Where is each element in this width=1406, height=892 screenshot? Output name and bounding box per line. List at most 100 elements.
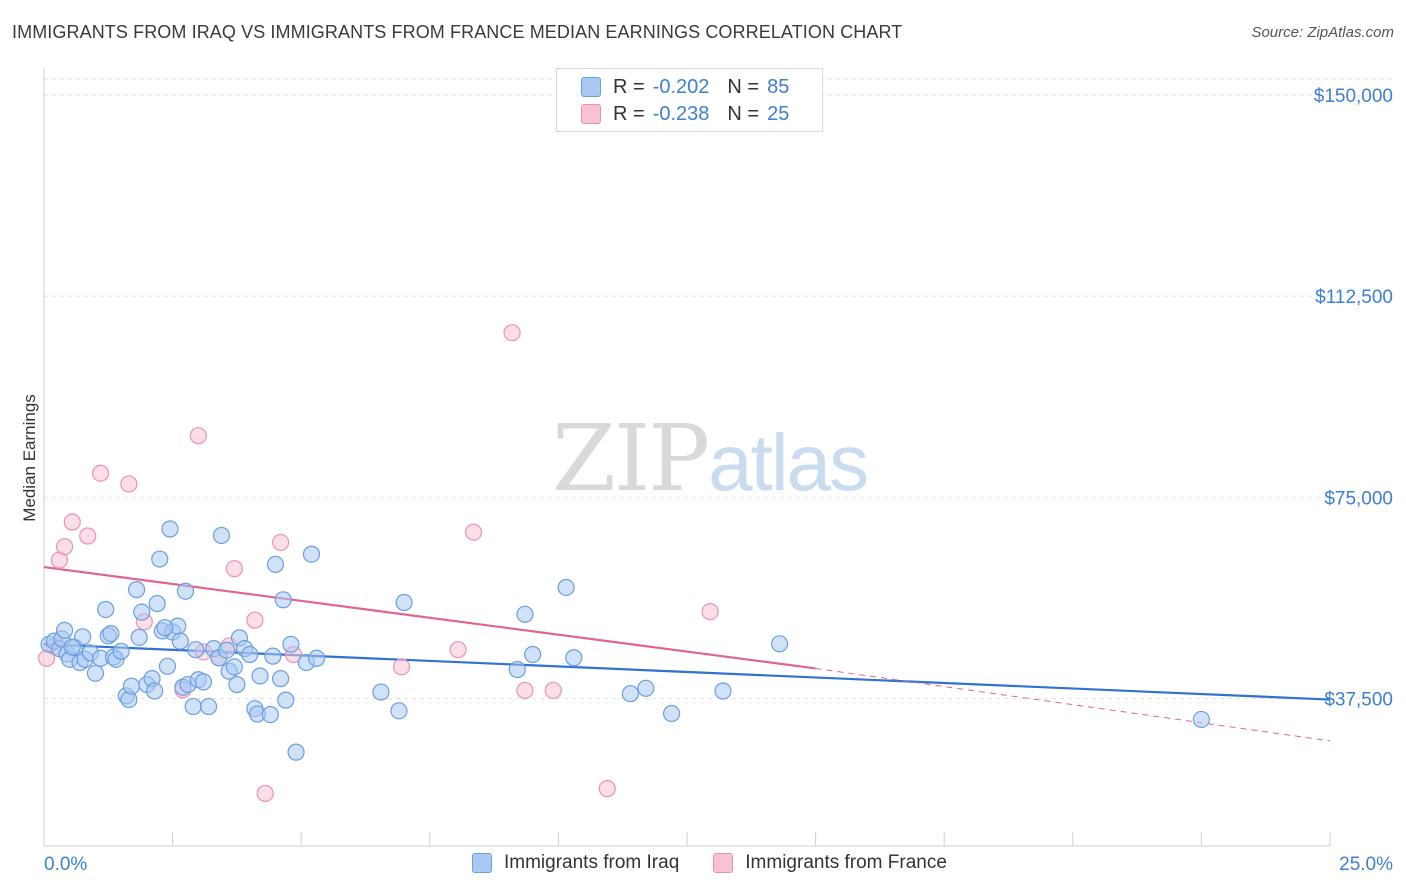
legend-row-france: R = -0.238 N = 25 — [581, 101, 789, 127]
iraq-point — [266, 555, 285, 574]
iraq-point — [516, 605, 534, 623]
iraq-point — [1192, 710, 1211, 729]
france-point — [392, 658, 411, 676]
iraq-point — [161, 520, 179, 538]
iraq-point — [194, 673, 213, 691]
iraq-point — [274, 591, 292, 609]
iraq-point — [112, 642, 130, 660]
iraq-point — [621, 685, 640, 703]
watermark: ZIPatlas — [552, 405, 869, 512]
y-tick-label: $150,000 — [1314, 86, 1393, 107]
iraq-point — [133, 603, 151, 621]
legend-item-france[interactable]: Immigrants from France — [713, 852, 947, 874]
trend-lines — [43, 566, 1331, 742]
series-legend: Immigrants from Iraq Immigrants from Fra… — [472, 852, 981, 874]
iraq-point — [97, 600, 115, 619]
iraq-point — [151, 550, 169, 568]
france-point — [120, 475, 138, 493]
legend-item-iraq[interactable]: Immigrants from Iraq — [472, 852, 679, 874]
legend-label: Immigrants from Iraq — [504, 852, 680, 873]
iraq-point — [714, 682, 732, 700]
iraq-point — [390, 702, 408, 720]
iraq-point — [637, 679, 655, 697]
iraq-point — [102, 624, 120, 643]
iraq-point — [73, 628, 92, 646]
iraq-point — [261, 705, 279, 724]
france-swatch — [581, 104, 601, 124]
x-tick-label: 25.0% — [1339, 854, 1393, 875]
iraq-point — [241, 645, 259, 664]
iraq-point — [272, 670, 290, 688]
france-point — [464, 523, 483, 541]
france-point — [544, 681, 562, 700]
iraq-point — [127, 581, 146, 599]
iraq-point — [187, 641, 205, 659]
watermark-zip: ZIP — [552, 405, 710, 512]
n-value: 85 — [767, 75, 790, 98]
iraq-swatch — [472, 853, 492, 873]
iraq-point — [200, 697, 218, 716]
iraq-point — [122, 677, 141, 695]
france-point — [79, 527, 97, 545]
iraq-point — [251, 667, 269, 685]
iraq-point — [565, 649, 583, 667]
iraq-point — [218, 641, 236, 659]
iraq-point — [372, 683, 390, 701]
iraq-point — [184, 697, 202, 716]
iraq-point — [524, 645, 542, 664]
iraq-point — [156, 619, 174, 637]
france-point — [272, 533, 290, 552]
iraq-point — [63, 638, 81, 656]
legend-row-iraq: R = -0.202 N = 85 — [581, 74, 789, 100]
iraq-point — [171, 632, 189, 650]
france-point — [55, 538, 74, 556]
iraq-point — [212, 526, 231, 545]
r-value: -0.202 — [652, 75, 710, 98]
n-label: N = — [727, 75, 760, 98]
r-label: R = — [613, 75, 645, 98]
source-credit: Source: ZipAtlas.com — [1251, 24, 1394, 41]
watermark-atlas: atlas — [708, 418, 869, 507]
axes — [43, 68, 1331, 847]
iraq-swatch — [581, 77, 601, 97]
iraq-point — [557, 578, 575, 597]
iraq-point — [302, 545, 321, 563]
axis-labels: $37,500 $75,000 $112,500 $150,000 0.0% 25.0% M… — [20, 86, 1393, 875]
france-point — [91, 464, 110, 482]
iraq-point — [86, 664, 105, 682]
n-label: N = — [727, 102, 760, 125]
y-axis-label: Median Earnings — [20, 394, 39, 522]
iraq-point — [176, 582, 195, 600]
iraq-point — [264, 647, 282, 665]
iraq-point — [277, 691, 295, 709]
iraq-point — [225, 658, 243, 676]
iraq-point — [308, 649, 326, 667]
y-tick-label: $37,500 — [1324, 690, 1393, 711]
y-tick-label: $75,000 — [1324, 488, 1393, 509]
iraq-point — [395, 593, 413, 612]
legend-label: Immigrants from France — [745, 852, 947, 873]
france-point — [701, 603, 719, 621]
france-swatch — [713, 853, 734, 873]
iraq-point — [158, 657, 177, 675]
iraq-point — [55, 621, 74, 639]
france-trend-extension — [815, 667, 1331, 742]
iraq-point — [770, 635, 789, 653]
r-label: R = — [613, 102, 645, 125]
france-point — [598, 780, 616, 798]
y-tick-label: $112,500 — [1315, 287, 1393, 308]
n-value: 25 — [767, 102, 790, 125]
france-point — [516, 681, 534, 700]
iraq-point — [287, 743, 305, 761]
france-point — [256, 784, 274, 803]
x-tick-label: 0.0% — [44, 854, 87, 875]
data-points — [37, 324, 1211, 803]
iraq-point — [148, 594, 166, 613]
iraq-point — [662, 704, 681, 723]
iraq-trend-line — [43, 643, 1331, 701]
gridlines — [44, 78, 1396, 699]
france-trend-line — [43, 566, 816, 670]
france-point — [503, 324, 521, 342]
france-point — [246, 611, 264, 629]
